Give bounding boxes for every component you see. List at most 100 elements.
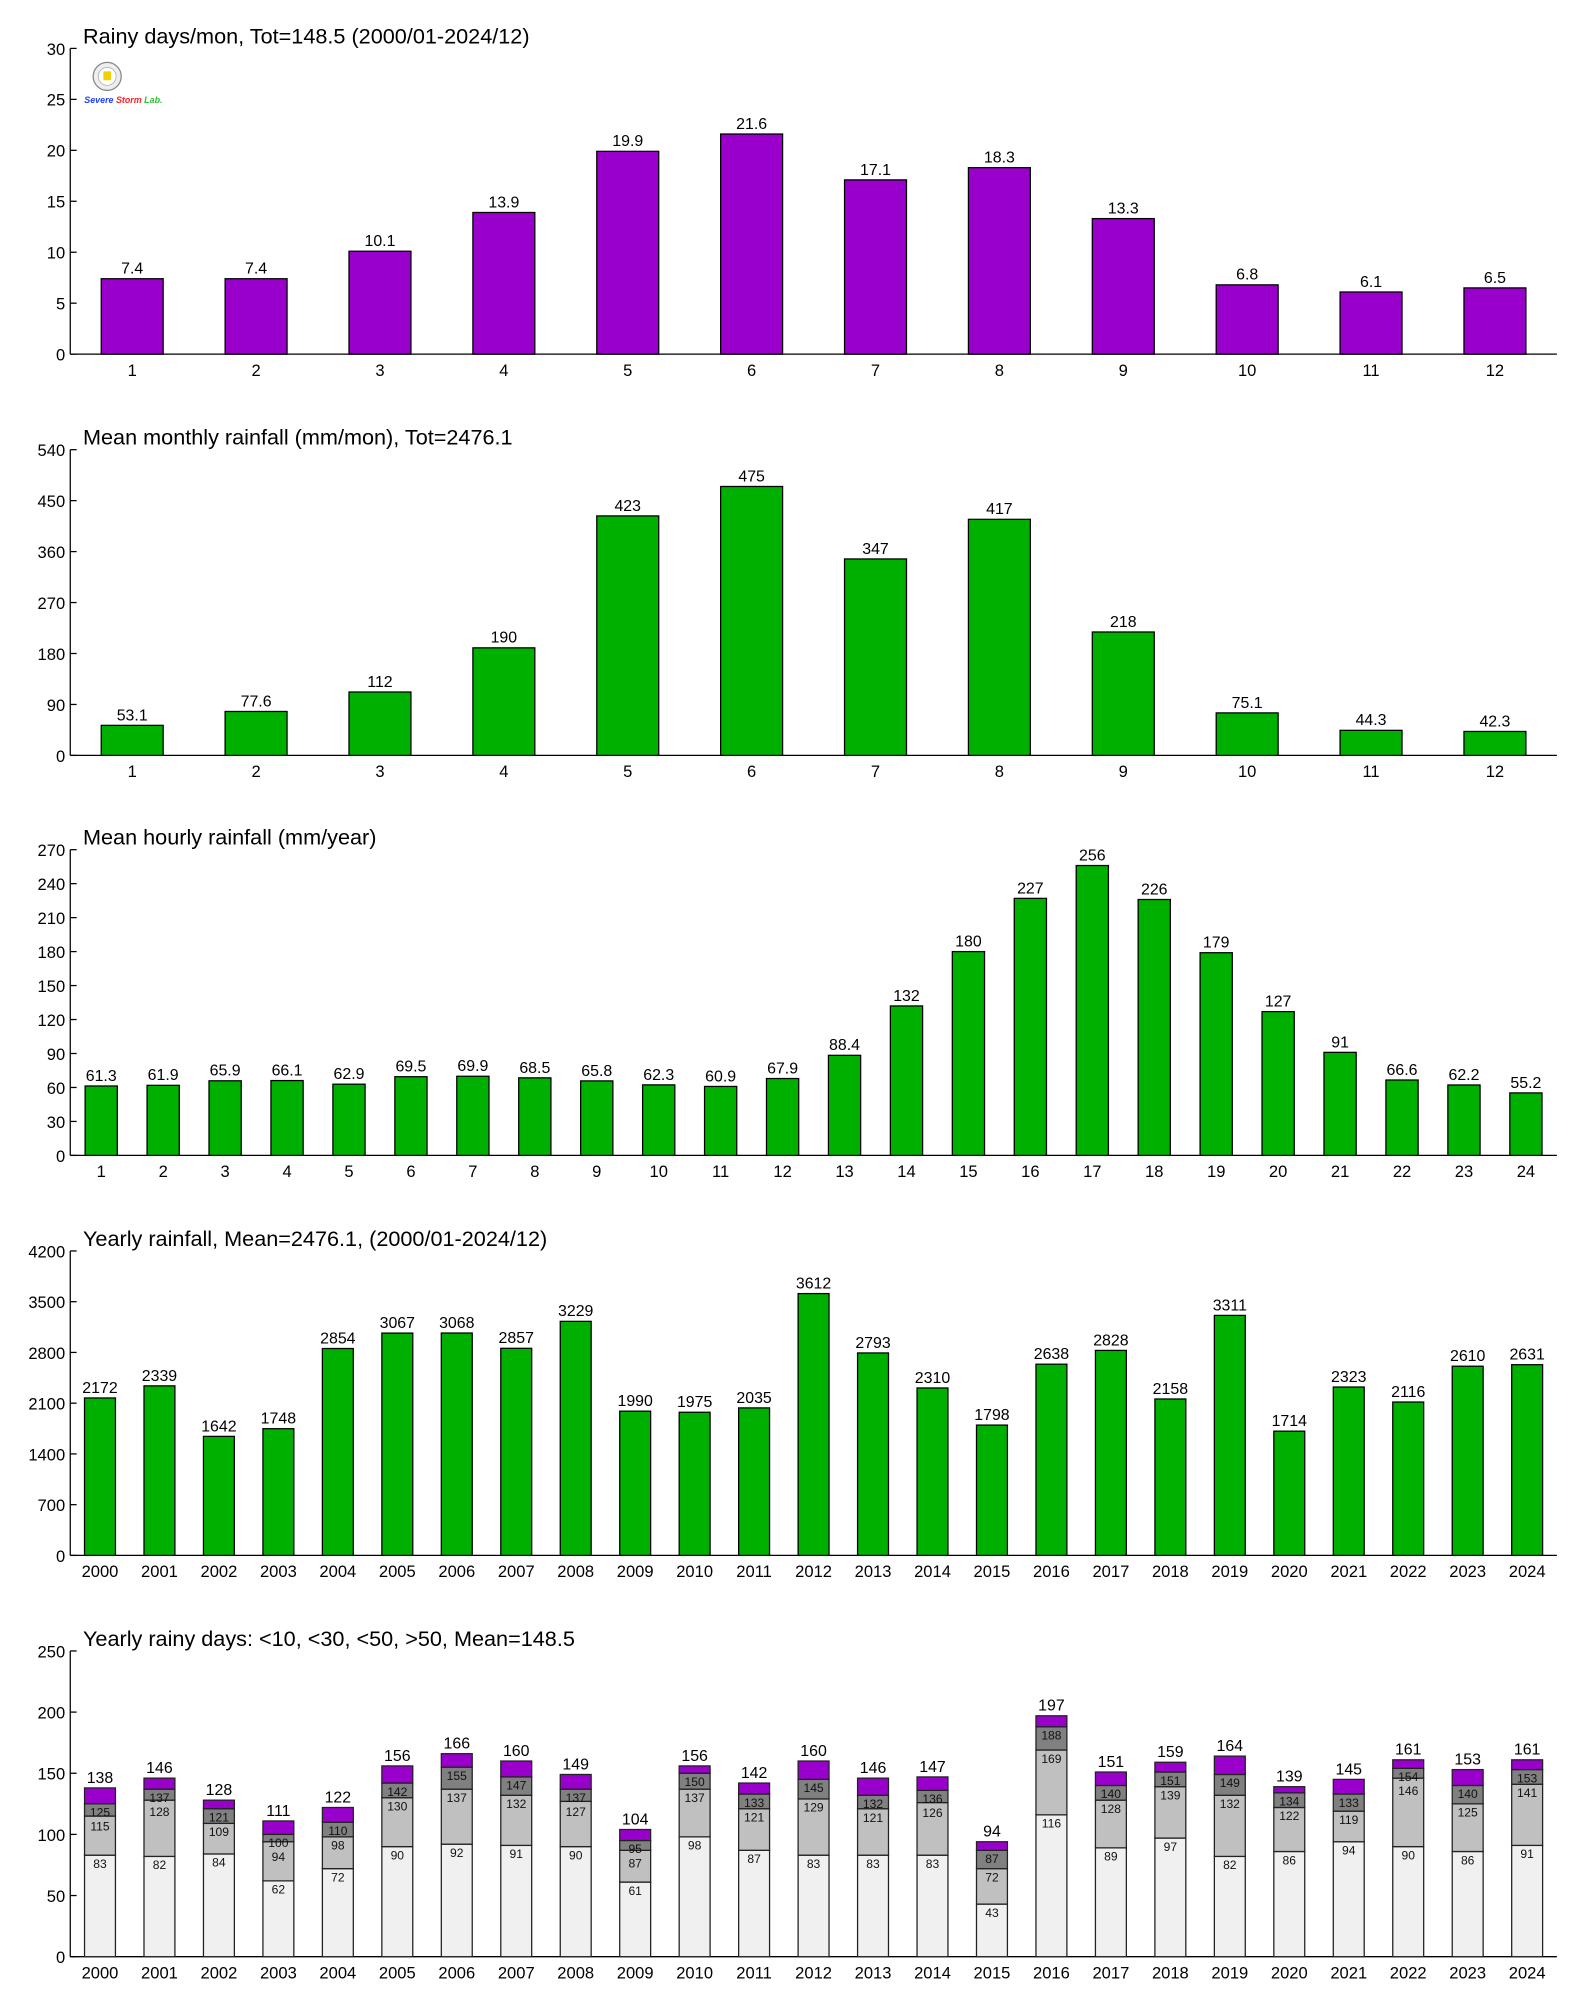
segment-value-label: 150 <box>685 1775 705 1789</box>
bar-value-label: 417 <box>986 501 1013 518</box>
segment-value-label: 62 <box>272 1883 286 1897</box>
stack-segment->50 <box>1392 1759 1425 1769</box>
y-tick-label: 10 <box>47 244 65 263</box>
bar-value-label: 61.9 <box>148 1067 179 1084</box>
x-tick-label: 3 <box>375 762 384 781</box>
x-tick-label: 2009 <box>617 1963 654 1982</box>
segment-value-label: 140 <box>1101 1787 1121 1801</box>
segment-value-label: 61 <box>628 1884 642 1898</box>
bar <box>843 179 908 355</box>
bar-value-label: 1748 <box>261 1411 297 1428</box>
bar-value-label: 75.1 <box>1232 695 1263 712</box>
bar-value-label: 88.4 <box>829 1037 860 1054</box>
segment-value-label: 129 <box>803 1801 823 1815</box>
x-tick-label: 2002 <box>201 1963 238 1982</box>
bar-value-label: 3068 <box>439 1315 475 1332</box>
bar-value-label: 2857 <box>499 1330 535 1347</box>
x-tick-label: 2016 <box>1033 1963 1070 1982</box>
bar <box>1091 631 1155 757</box>
segment-value-label: 82 <box>1223 1858 1237 1872</box>
x-tick-label: 2008 <box>557 1963 594 1982</box>
x-tick-label: 2023 <box>1449 1562 1486 1581</box>
bar-total-label: 94 <box>983 1824 1001 1841</box>
bar-value-label: 77.6 <box>241 693 272 710</box>
bar-value-label: 3612 <box>796 1275 832 1292</box>
x-tick-label: 20 <box>1269 1162 1287 1181</box>
segment-value-label: 146 <box>1398 1784 1418 1798</box>
bar-value-label: 227 <box>1017 880 1044 897</box>
bar <box>720 485 784 757</box>
bar-total-label: 156 <box>384 1748 411 1765</box>
bar-value-label: 55.2 <box>1510 1075 1541 1092</box>
bar-value-label: 17.1 <box>860 162 891 179</box>
stack-segment-<10 <box>1511 1844 1544 1958</box>
segment-value-label: 86 <box>1283 1853 1297 1867</box>
bar-total-label: 146 <box>146 1760 173 1777</box>
bar-value-label: 62.3 <box>643 1067 674 1084</box>
x-tick-label: 24 <box>1517 1162 1535 1181</box>
chart-title: Yearly rainy days: <10, <30, <50, >50, M… <box>83 1626 575 1651</box>
y-tick-label: 0 <box>56 747 65 766</box>
y-tick-label: 700 <box>38 1496 66 1515</box>
segment-value-label: 110 <box>328 1824 348 1838</box>
x-tick-label: 2014 <box>914 1963 951 1982</box>
bar-value-label: 218 <box>1110 614 1137 631</box>
x-tick-label: 11 <box>1362 762 1379 781</box>
bar-value-label: 2116 <box>1391 1384 1425 1401</box>
x-tick-label: 12 <box>1486 762 1504 781</box>
segment-value-label: 97 <box>1164 1840 1178 1854</box>
stack-segment-<10 <box>202 1853 236 1958</box>
segment-value-label: 188 <box>1041 1729 1061 1743</box>
bar <box>83 1397 117 1557</box>
segment-value-label: 87 <box>985 1852 999 1866</box>
segment-value-label: 116 <box>1042 1817 1062 1831</box>
bar <box>703 1085 738 1157</box>
stack-segment->50 <box>738 1782 771 1795</box>
y-tick-label: 270 <box>38 841 66 860</box>
stack-segment->50 <box>440 1753 473 1768</box>
segment-value-label: 98 <box>688 1839 702 1853</box>
bar-total-label: 166 <box>444 1736 471 1753</box>
bar <box>619 1410 652 1557</box>
bar-value-label: 13.3 <box>1108 201 1139 218</box>
stack-segment->50 <box>797 1760 830 1781</box>
stack-segment-<10 <box>1154 1837 1187 1958</box>
segment-value-label: 87 <box>747 1852 761 1866</box>
x-tick-label: 16 <box>1021 1162 1039 1181</box>
bar <box>224 710 288 757</box>
bar-value-label: 2172 <box>82 1380 118 1397</box>
segment-value-label: 94 <box>272 1850 286 1864</box>
bar <box>856 1352 890 1557</box>
segment-value-label: 91 <box>510 1847 524 1861</box>
x-tick-label: 18 <box>1145 1162 1163 1181</box>
segment-value-label: 94 <box>1342 1843 1356 1857</box>
bar <box>1511 1364 1544 1557</box>
x-tick-label: 14 <box>897 1162 915 1181</box>
bar-value-label: 1642 <box>201 1418 237 1435</box>
x-tick-label: 8 <box>995 762 1004 781</box>
bar <box>224 278 288 355</box>
segment-value-label: 132 <box>506 1797 526 1811</box>
x-tick-label: 2020 <box>1271 1963 1308 1982</box>
y-tick-label: 5 <box>56 295 65 314</box>
x-tick-label: 10 <box>1238 361 1256 380</box>
stack-segment-<10 <box>500 1844 533 1958</box>
x-tick-label: 2018 <box>1152 1562 1189 1581</box>
x-tick-label: 5 <box>623 361 632 380</box>
y-tick-label: 0 <box>56 1147 65 1166</box>
x-tick-label: 12 <box>1486 361 1504 380</box>
bar <box>1509 1092 1543 1157</box>
x-tick-label: 7 <box>468 1162 477 1181</box>
x-tick-label: 8 <box>530 1162 539 1181</box>
x-tick-label: 2021 <box>1330 1963 1367 1982</box>
chart-panel-2: Mean monthly rainfall (mm/mon), Tot=2476… <box>38 425 1557 781</box>
bar <box>641 1084 676 1157</box>
bar-value-label: 61.3 <box>86 1068 117 1085</box>
segment-value-label: 72 <box>331 1870 345 1884</box>
svg-text:Severe Storm Lab.: Severe Storm Lab. <box>84 95 162 105</box>
bar-total-label: 164 <box>1217 1738 1244 1755</box>
bar <box>332 1083 366 1157</box>
y-tick-label: 180 <box>38 943 66 962</box>
stack-segment-<30 <box>1035 1749 1068 1816</box>
y-tick-label: 270 <box>38 594 66 613</box>
